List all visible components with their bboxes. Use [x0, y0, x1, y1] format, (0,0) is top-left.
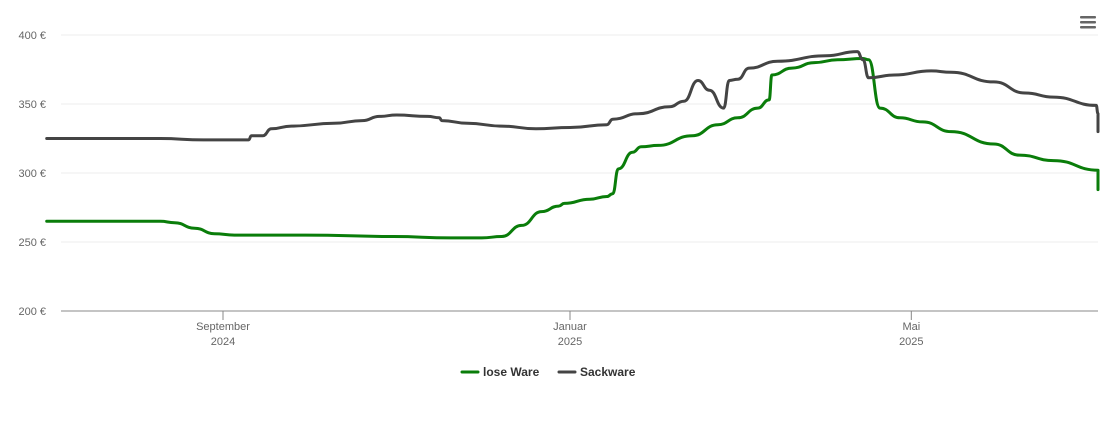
y-tick-label: 300 €: [18, 168, 46, 180]
y-tick-label: 200 €: [18, 306, 46, 318]
y-tick-label: 250 €: [18, 237, 46, 249]
y-tick-label: 400 €: [18, 30, 46, 42]
x-tick-label-month: September: [196, 321, 250, 333]
chart-menu-button[interactable]: [1072, 8, 1104, 36]
x-tick-label-month: Mai: [902, 321, 920, 333]
x-tick-label-year: 2025: [899, 336, 923, 348]
legend-item-sackware[interactable]: Sackware: [557, 365, 636, 379]
grid-lines: [61, 34, 1098, 243]
x-tick-label-year: 2025: [558, 336, 582, 348]
hamburger-menu-icon: [1080, 16, 1096, 29]
series-line-lose-ware: [45, 57, 1100, 240]
x-tick-label-month: Januar: [553, 321, 587, 333]
y-axis: 200 € 250 € 300 € 350 € 400 €: [18, 30, 46, 318]
x-axis: September 2024 Januar 2025 Mai 2025: [61, 310, 1098, 348]
series-lines: [45, 50, 1100, 240]
legend[interactable]: lose Ware Sackware: [460, 365, 636, 379]
legend-label: Sackware: [580, 365, 636, 379]
x-tick-label-year: 2024: [211, 336, 235, 348]
legend-label: lose Ware: [483, 365, 540, 379]
y-tick-label: 350 €: [18, 99, 46, 111]
series-line-sackware: [45, 50, 1100, 142]
legend-item-lose-ware[interactable]: lose Ware: [460, 365, 540, 379]
